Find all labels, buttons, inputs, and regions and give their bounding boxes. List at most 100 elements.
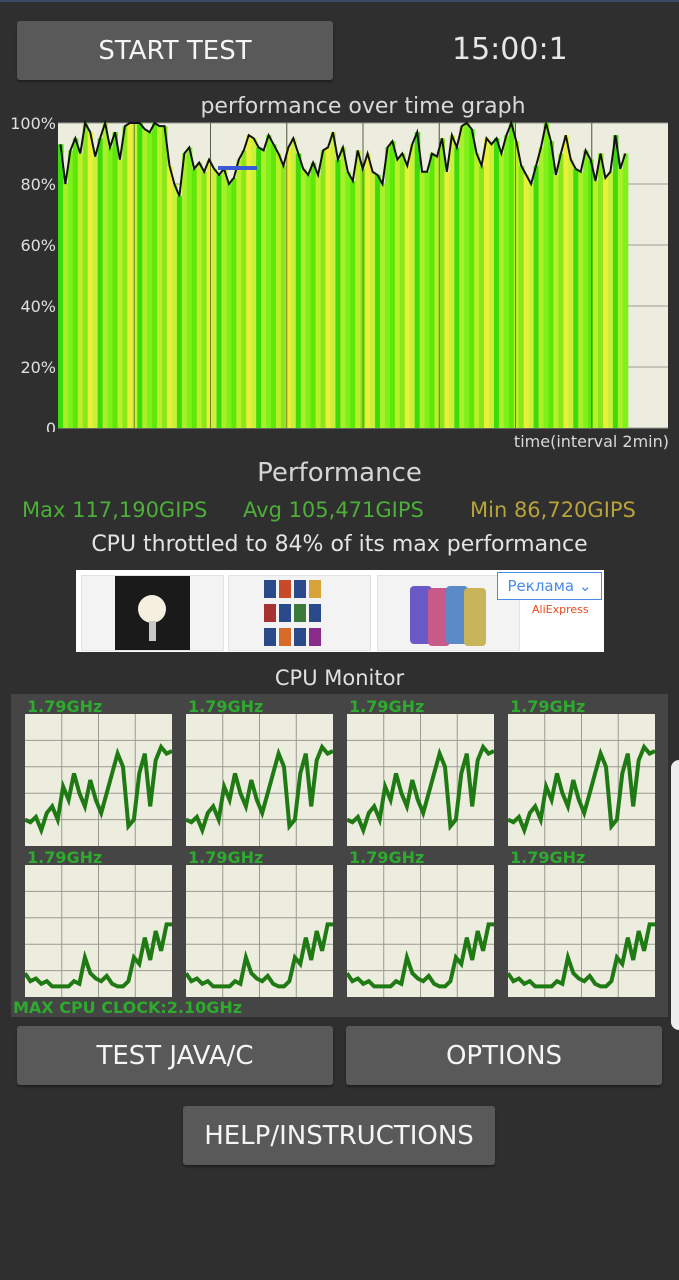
ad-banner[interactable]: Реклама ⌄ AliExpress — [76, 570, 604, 652]
scroll-handle[interactable] — [671, 760, 679, 1030]
performance-bar — [87, 132, 94, 428]
performance-bar — [320, 150, 327, 428]
ad-product-phone-cases[interactable] — [377, 575, 520, 651]
performance-bar — [593, 180, 599, 428]
core-frequency-3: 1.79GHz — [349, 697, 425, 716]
core-usage-line — [347, 743, 494, 837]
core-usage-line — [186, 922, 333, 989]
performance-bar — [439, 138, 446, 428]
core-frequency-7: 1.79GHz — [349, 848, 425, 867]
max-performance: Max 117,190GIPS — [22, 498, 208, 522]
core-chart-7 — [347, 865, 494, 997]
ad-label-button[interactable]: Реклама ⌄ — [497, 572, 602, 600]
performance-bar — [355, 150, 361, 428]
performance-bar — [142, 129, 148, 428]
core-frequency-2: 1.79GHz — [188, 697, 264, 716]
performance-bar — [365, 153, 371, 428]
performance-bar — [424, 171, 431, 429]
y-tick-label: 80% — [20, 175, 56, 194]
performance-bar — [563, 135, 569, 428]
performance-bar — [479, 165, 485, 428]
performance-bar — [261, 150, 267, 428]
performance-bar — [72, 138, 79, 428]
performance-bar — [330, 132, 337, 428]
performance-bar — [578, 171, 584, 429]
max-cpu-clock: MAX CPU CLOCK:2.10GHz — [13, 998, 243, 1017]
performance-bar — [375, 174, 381, 428]
performance-bar — [573, 168, 579, 428]
performance-bar — [568, 159, 574, 428]
core-chart-8 — [508, 865, 655, 997]
performance-bar — [335, 159, 341, 428]
core-frequency-6: 1.79GHz — [188, 848, 264, 867]
ad-product-cases[interactable] — [228, 575, 371, 651]
performance-bar — [226, 184, 232, 428]
performance-bar — [464, 123, 470, 428]
performance-bar — [553, 174, 559, 428]
test-java-c-button[interactable]: TEST JAVA/C — [17, 1026, 333, 1085]
help-instructions-button[interactable]: HELP/INSTRUCTIONS — [183, 1106, 495, 1165]
core-usage-line — [25, 922, 172, 989]
performance-bar — [246, 135, 252, 428]
performance-bar — [449, 135, 455, 428]
core-usage-line — [508, 922, 655, 989]
performance-bar — [186, 147, 193, 428]
performance-bar — [176, 196, 183, 428]
performance-bar — [290, 138, 297, 428]
performance-bar — [221, 168, 228, 428]
min-performance: Min 86,720GIPS — [470, 498, 636, 522]
performance-bar — [528, 184, 535, 428]
performance-bar — [518, 165, 525, 428]
performance-bar — [598, 153, 604, 428]
core-usage-line — [25, 743, 172, 837]
performance-bar — [498, 153, 505, 428]
performance-bar — [533, 165, 540, 428]
performance-bar — [162, 126, 168, 429]
performance-bar — [206, 159, 213, 428]
performance-bar — [617, 168, 624, 428]
performance-bar — [345, 171, 351, 429]
performance-bar — [295, 153, 302, 428]
chevron-down-icon: ⌄ — [578, 577, 592, 595]
performance-bar — [558, 153, 564, 428]
graph-title: performance over time graph — [200, 94, 526, 119]
performance-bar — [132, 123, 138, 428]
performance-bar — [340, 147, 346, 428]
performance-bar — [583, 150, 589, 428]
performance-bar — [370, 171, 376, 429]
performance-bar — [271, 144, 277, 428]
y-tick-label: 100% — [10, 114, 56, 133]
core-chart-1 — [25, 714, 172, 846]
performance-bar — [414, 132, 421, 428]
performance-bar — [127, 123, 133, 428]
ad-product-lamp[interactable] — [81, 575, 224, 651]
performance-bar — [538, 147, 545, 428]
performance-chart: 100% 80% 60% 40% 20% 0 — [10, 114, 668, 432]
performance-bar — [181, 153, 188, 428]
performance-bar — [419, 171, 426, 429]
performance-bar — [310, 162, 317, 428]
performance-bar — [315, 174, 322, 428]
core-frequency-4: 1.79GHz — [510, 697, 586, 716]
performance-bar — [251, 138, 257, 428]
core-frequency-8: 1.79GHz — [510, 848, 586, 867]
performance-bar — [513, 141, 520, 429]
y-tick-label: 40% — [20, 297, 56, 316]
performance-bar — [280, 165, 287, 428]
performance-bar — [117, 159, 124, 428]
performance-bar — [112, 132, 119, 428]
timer: 15:00:1 — [452, 32, 568, 67]
performance-bar — [503, 135, 510, 428]
status-strip — [0, 0, 679, 2]
options-button[interactable]: OPTIONS — [346, 1026, 662, 1085]
performance-bar — [493, 138, 500, 428]
performance-bar — [523, 174, 530, 428]
core-usage-line — [347, 922, 494, 989]
performance-bar — [409, 144, 416, 428]
performance-title: Performance — [257, 458, 422, 488]
performance-bar — [384, 147, 391, 428]
performance-bar — [275, 153, 282, 428]
start-test-button[interactable]: START TEST — [17, 21, 333, 80]
performance-bar — [236, 159, 242, 428]
core-frequency-1: 1.79GHz — [27, 697, 103, 716]
